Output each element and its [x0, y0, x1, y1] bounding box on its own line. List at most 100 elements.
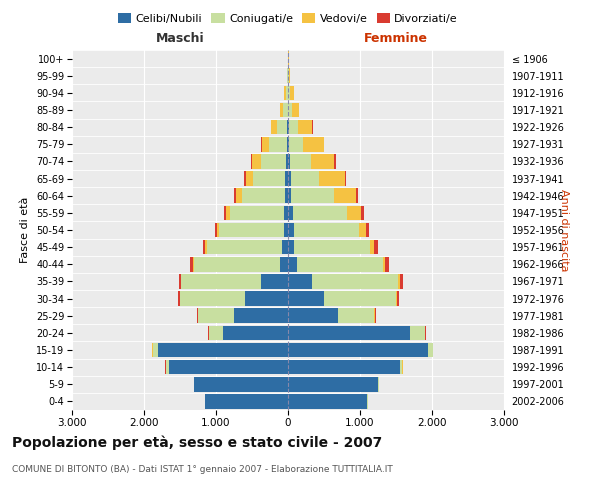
Bar [293, 206, 347, 220]
Bar [334, 154, 335, 168]
Bar [366, 222, 369, 238]
Bar [286, 154, 288, 168]
Bar [152, 342, 158, 357]
Bar [261, 154, 286, 168]
Bar [269, 137, 287, 152]
Bar [169, 360, 288, 374]
Bar [288, 308, 338, 323]
Bar [338, 308, 374, 323]
Bar [288, 222, 294, 238]
Bar [290, 154, 311, 168]
Bar [344, 172, 346, 186]
Bar [280, 257, 288, 272]
Bar [288, 360, 400, 374]
Bar [288, 102, 292, 118]
Bar [288, 68, 289, 83]
Bar [253, 154, 261, 168]
Bar [226, 206, 230, 220]
Bar [284, 206, 288, 220]
Bar [277, 120, 287, 134]
Bar [289, 120, 298, 134]
Bar [234, 188, 236, 203]
Bar [286, 172, 288, 186]
Bar [312, 274, 398, 288]
Bar [179, 274, 181, 288]
Text: Popolazione per età, sesso e stato civile - 2007: Popolazione per età, sesso e stato civil… [12, 435, 382, 450]
Bar [181, 274, 260, 288]
Bar [219, 222, 284, 238]
Bar [283, 102, 288, 118]
Bar [193, 257, 194, 272]
Bar [397, 292, 399, 306]
Bar [288, 240, 295, 254]
Bar [190, 257, 193, 272]
Bar [400, 274, 403, 288]
Bar [311, 154, 334, 168]
Bar [217, 222, 219, 238]
Bar [261, 137, 262, 152]
Bar [166, 360, 169, 374]
Bar [236, 188, 242, 203]
Bar [288, 342, 428, 357]
Bar [295, 240, 370, 254]
Bar [319, 172, 344, 186]
Bar [289, 68, 290, 83]
Bar [288, 206, 293, 220]
Bar [180, 292, 245, 306]
Text: Anni di nascita: Anni di nascita [559, 188, 569, 271]
Bar [205, 240, 206, 254]
Bar [203, 240, 205, 254]
Bar [288, 292, 324, 306]
Bar [287, 68, 288, 83]
Bar [209, 326, 223, 340]
Bar [245, 292, 288, 306]
Bar [242, 188, 285, 203]
Bar [298, 120, 313, 134]
Bar [288, 257, 296, 272]
Bar [288, 172, 290, 186]
Bar [304, 137, 323, 152]
Legend: Celibi/Nubili, Coniugati/e, Vedovi/e, Divorziati/e: Celibi/Nubili, Coniugati/e, Vedovi/e, Di… [116, 10, 460, 26]
Bar [289, 137, 304, 152]
Bar [288, 377, 378, 392]
Bar [288, 274, 312, 288]
Bar [205, 394, 288, 408]
Bar [158, 342, 288, 357]
Bar [244, 172, 246, 186]
Bar [398, 274, 400, 288]
Bar [374, 308, 375, 323]
Bar [253, 172, 286, 186]
Bar [288, 326, 410, 340]
Bar [287, 137, 288, 152]
Bar [296, 257, 383, 272]
Bar [374, 240, 378, 254]
Bar [234, 308, 288, 323]
Bar [410, 326, 425, 340]
Bar [262, 137, 269, 152]
Bar [288, 394, 367, 408]
Bar [284, 222, 288, 238]
Bar [288, 154, 290, 168]
Bar [284, 86, 286, 100]
Bar [370, 240, 374, 254]
Bar [323, 137, 325, 152]
Bar [383, 257, 385, 272]
Bar [324, 292, 396, 306]
Bar [294, 222, 359, 238]
Bar [282, 240, 288, 254]
Bar [206, 240, 282, 254]
Bar [230, 206, 284, 220]
Bar [215, 222, 217, 238]
Bar [428, 342, 433, 357]
Y-axis label: Fasce di età: Fasce di età [20, 197, 31, 263]
Bar [290, 172, 319, 186]
Bar [291, 188, 334, 203]
Bar [194, 257, 280, 272]
Bar [290, 86, 294, 100]
Bar [334, 188, 356, 203]
Bar [260, 274, 288, 288]
Bar [280, 102, 283, 118]
Bar [375, 308, 376, 323]
Bar [378, 377, 379, 392]
Bar [361, 206, 364, 220]
